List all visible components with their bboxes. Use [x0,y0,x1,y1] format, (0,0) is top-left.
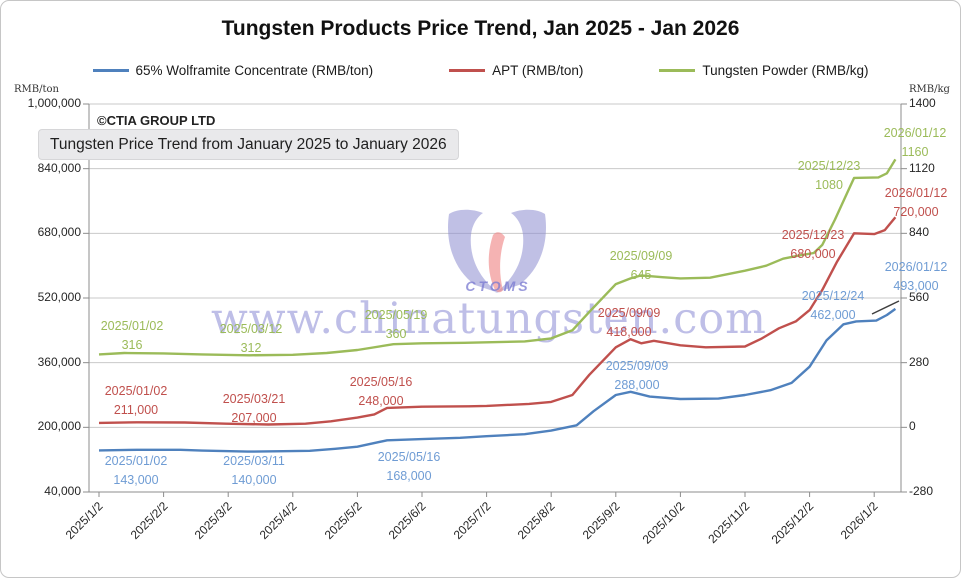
y-axis-tick-label: 680,000 [37,225,81,240]
right-axis-unit: RMB/kg [909,84,950,95]
y-axis-tick-label: 200,000 [37,419,81,434]
y-axis-tick-label: 40,000 [44,484,81,498]
y2-axis-tick-label: 560 [909,290,930,304]
y2-axis-tick-label: 280 [909,354,930,369]
data-label: 2025/09/09 645 [609,249,673,282]
label-leader-line [871,300,900,315]
y-axis-tick-label: 840,000 [37,160,81,175]
series-line-2 [98,158,897,357]
y2-axis-tick-label: 0 [909,419,916,434]
watermark-text: www.chinatungsten.com [211,294,767,344]
data-label: 2025/12/23 680,000 [781,228,845,261]
image-tooltip: Tungsten Price Trend from January 2025 t… [38,129,459,160]
data-label: 2025/12/24 462,000 [801,289,865,322]
legend: 65% Wolframite Concentrate (RMB/ton) APT… [1,63,960,78]
data-label: 2025/05/19 360 [364,308,428,341]
legend-item-wolframite: 65% Wolframite Concentrate (RMB/ton) [92,63,374,78]
y-axis-tick-label: 360,000 [37,354,81,369]
data-label: 2025/03/12 312 [219,322,283,355]
y-axis-tick-label: 520,000 [37,290,81,304]
legend-label: APT (RMB/ton) [492,63,584,78]
y2-axis-tick-label: 1400 [909,96,936,110]
data-label: 2025/09/09 288,000 [605,359,669,392]
apt-line-swatch [449,69,486,72]
legend-item-apt: APT (RMB/ton) [449,63,583,78]
y2-axis-tick-label: 840 [909,225,930,240]
data-label: 2026/01/12 720,000 [884,186,948,219]
series-line-0 [98,307,897,453]
axes [83,103,907,497]
data-label: 2025/05/16 168,000 [377,450,441,483]
y2-axis-tick-label: 1120 [909,160,935,175]
data-label: 2025/12/23 1080 [797,159,861,192]
copyright-text: ©CTIA GROUP LTD [97,113,216,128]
legend-label: 65% Wolframite Concentrate (RMB/ton) [135,63,374,78]
data-label: 2025/01/02 211,000 [104,384,168,417]
data-label: 2025/03/21 207,000 [222,392,286,425]
chart-title: Tungsten Products Price Trend, Jan 2025 … [221,17,740,40]
data-label: 2026/01/12 1160 [883,126,947,159]
data-label: 2025/09/09 418,000 [597,306,661,339]
series-line-1 [98,216,897,426]
legend-label: Tungsten Powder (RMB/kg) [702,63,869,78]
data-label: 2025/05/16 248,000 [349,375,413,408]
gridlines [89,103,901,493]
powder-line-swatch [659,69,696,72]
ctoms-logo-text: CTOMS [465,278,531,294]
data-label: 2025/01/02 316 [100,319,164,352]
legend-item-powder: Tungsten Powder (RMB/kg) [659,63,868,78]
left-axis-unit: RMB/ton [14,84,59,95]
y2-axis-tick-label: -280 [909,484,934,498]
data-label: 2025/03/11 140,000 [223,454,285,487]
data-label: 2025/01/02 143,000 [104,454,168,487]
y-axis-tick-label: 1,000,000 [27,96,81,110]
series-lines [98,158,900,453]
data-label: 2026/01/12 493,000 [884,260,948,293]
wolframite-line-swatch [92,69,129,72]
